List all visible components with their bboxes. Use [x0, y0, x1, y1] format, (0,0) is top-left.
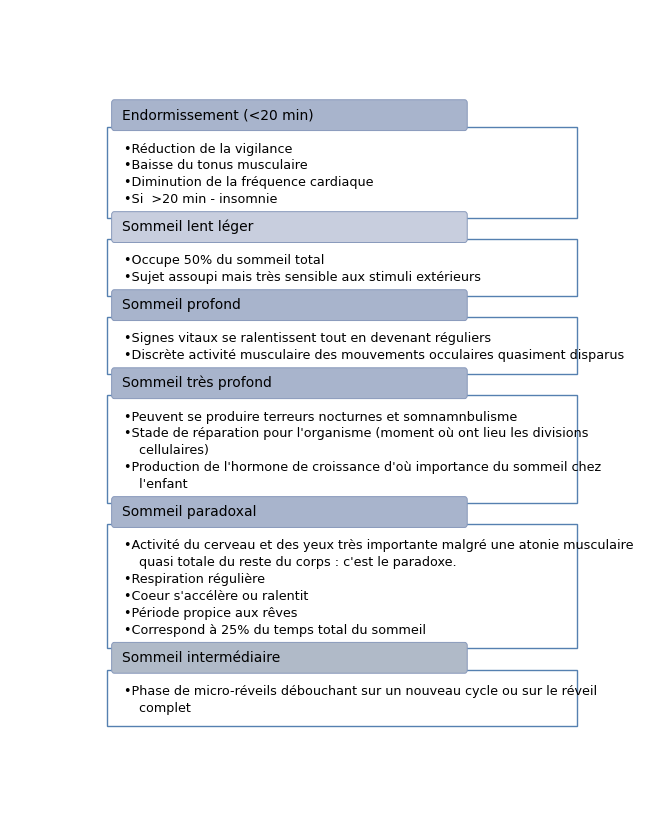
Text: Sommeil lent léger: Sommeil lent léger [122, 220, 253, 234]
Text: Endormissement (<20 min): Endormissement (<20 min) [122, 108, 313, 122]
FancyBboxPatch shape [107, 239, 577, 296]
Text: •Diminution de la fréquence cardiaque: •Diminution de la fréquence cardiaque [123, 176, 374, 189]
FancyBboxPatch shape [107, 524, 577, 648]
Text: complet: complet [131, 702, 191, 715]
FancyBboxPatch shape [111, 497, 468, 528]
Text: cellulaires): cellulaires) [131, 444, 209, 457]
Text: •Sujet assoupi mais très sensible aux stimuli extérieurs: •Sujet assoupi mais très sensible aux st… [123, 271, 481, 284]
FancyBboxPatch shape [111, 289, 468, 321]
FancyBboxPatch shape [111, 643, 468, 673]
Text: Sommeil très profond: Sommeil très profond [122, 376, 272, 390]
Text: Sommeil paradoxal: Sommeil paradoxal [122, 505, 256, 519]
FancyBboxPatch shape [107, 127, 577, 218]
Text: •Baisse du tonus musculaire: •Baisse du tonus musculaire [123, 160, 307, 173]
Text: Sommeil profond: Sommeil profond [122, 299, 241, 312]
Text: •Production de l'hormone de croissance d'où importance du sommeil chez: •Production de l'hormone de croissance d… [123, 461, 601, 475]
Text: •Occupe 50% du sommeil total: •Occupe 50% du sommeil total [123, 255, 324, 267]
Text: •Activité du cerveau et des yeux très importante malgré une atonie musculaire: •Activité du cerveau et des yeux très im… [123, 539, 633, 552]
Text: Sommeil intermédiaire: Sommeil intermédiaire [122, 651, 280, 665]
Text: •Coeur s'accélère ou ralentit: •Coeur s'accélère ou ralentit [123, 590, 308, 603]
FancyBboxPatch shape [107, 318, 577, 374]
Text: •Signes vitaux se ralentissent tout en devenant réguliers: •Signes vitaux se ralentissent tout en d… [123, 332, 491, 346]
FancyBboxPatch shape [111, 100, 468, 131]
Text: •Si  >20 min - insomnie: •Si >20 min - insomnie [123, 194, 277, 206]
FancyBboxPatch shape [107, 395, 577, 503]
FancyBboxPatch shape [111, 212, 468, 242]
Text: •Stade de réparation pour l'organisme (moment où ont lieu les divisions: •Stade de réparation pour l'organisme (m… [123, 428, 588, 441]
Text: •Phase de micro-réveils débouchant sur un nouveau cycle ou sur le réveil: •Phase de micro-réveils débouchant sur u… [123, 686, 597, 698]
FancyBboxPatch shape [107, 670, 577, 726]
Text: •Discrète activité musculaire des mouvements occulaires quasiment disparus: •Discrète activité musculaire des mouvem… [123, 350, 624, 362]
Text: •Peuvent se produire terreurs nocturnes et somnamnbulisme: •Peuvent se produire terreurs nocturnes … [123, 410, 517, 423]
Text: l'enfant: l'enfant [131, 478, 188, 491]
Text: •Réduction de la vigilance: •Réduction de la vigilance [123, 142, 292, 155]
Text: •Correspond à 25% du temps total du sommeil: •Correspond à 25% du temps total du somm… [123, 624, 426, 637]
Text: •Respiration régulière: •Respiration régulière [123, 573, 265, 586]
Text: •Période propice aux rêves: •Période propice aux rêves [123, 607, 297, 620]
FancyBboxPatch shape [111, 368, 468, 399]
Text: quasi totale du reste du corps : c'est le paradoxe.: quasi totale du reste du corps : c'est l… [131, 557, 457, 569]
